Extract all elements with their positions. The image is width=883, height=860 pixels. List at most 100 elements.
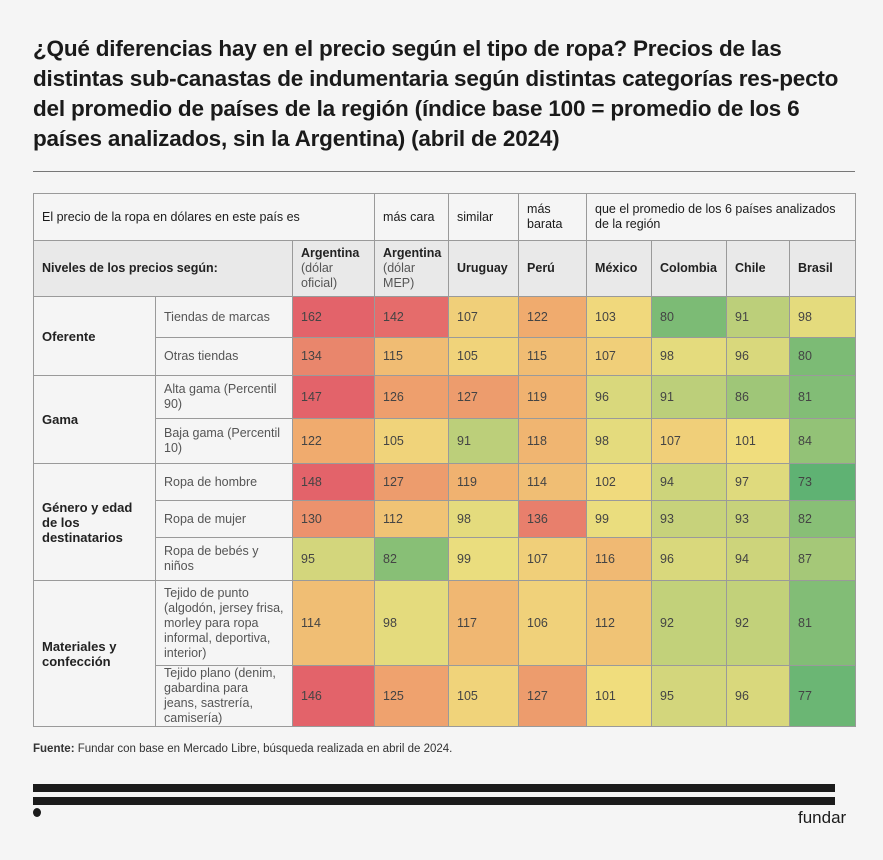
column-header-country: Uruguay (448, 240, 520, 297)
heatmap-cell: 107 (651, 418, 728, 464)
heatmap-cell: 107 (586, 337, 653, 376)
heatmap-cell: 80 (651, 296, 728, 338)
heatmap-cell: 73 (789, 463, 857, 501)
heatmap-cell: 105 (448, 665, 520, 727)
heatmap-cell: 101 (586, 665, 653, 727)
heatmap-cell: 101 (726, 418, 791, 464)
title-divider (33, 171, 855, 172)
heatmap-cell: 116 (586, 537, 653, 581)
category-label: Gama (33, 375, 156, 464)
heatmap-cell: 127 (448, 375, 520, 419)
subcategory-label: Ropa de hombre (155, 463, 293, 501)
heatmap-cell: 107 (518, 537, 588, 581)
heatmap-cell: 96 (726, 337, 791, 376)
heatmap-cell: 98 (586, 418, 653, 464)
heatmap-cell: 117 (448, 580, 520, 666)
heatmap-cell: 94 (651, 463, 728, 501)
legend-mas-cara: más cara (374, 193, 450, 241)
country-name: Argentina (301, 246, 360, 260)
heatmap-cell: 81 (789, 375, 857, 419)
subcategory-label: Ropa de bebés y niños (155, 537, 293, 581)
column-header-country: Perú (518, 240, 588, 297)
heatmap-cell: 102 (586, 463, 653, 501)
heatmap-cell: 99 (448, 537, 520, 581)
column-header-country: Brasil (789, 240, 857, 297)
heatmap-cell: 96 (586, 375, 653, 419)
column-header-country: Argentina (dólar MEP) (374, 240, 450, 297)
heatmap-cell: 146 (291, 665, 376, 727)
heatmap-cell: 96 (651, 537, 728, 581)
heatmap-cell: 142 (374, 296, 450, 338)
heatmap-cell: 95 (651, 665, 728, 727)
category-label: Género y edad de los destinatarios (33, 463, 156, 581)
heatmap-cell: 114 (518, 463, 588, 501)
heatmap-cell: 115 (374, 337, 450, 376)
legend-outro: que el promedio de los 6 países analizad… (586, 193, 857, 241)
heatmap-cell: 91 (726, 296, 791, 338)
heatmap-cell: 82 (374, 537, 450, 581)
title-bold: ¿Qué diferencias hay en el precio según … (33, 36, 627, 61)
subcategory-label: Baja gama (Percentil 10) (155, 418, 293, 464)
table-row: Ropa de mujer 130 112 98 136 99 93 93 82 (34, 500, 857, 538)
table-row: Tejido plano (denim, gabardina para jean… (34, 665, 857, 727)
footer-bar-top (33, 784, 835, 792)
heatmap-cell: 134 (291, 337, 376, 376)
heatmap-cell: 127 (374, 463, 450, 501)
subcategory-label: Tejido plano (denim, gabardina para jean… (155, 665, 293, 727)
heatmap-cell: 148 (291, 463, 376, 501)
title-rest: Precios de las distintas sub-canastas de… (33, 36, 839, 151)
legend-intro: El precio de la ropa en dólares en este … (32, 193, 376, 241)
country-note: (dólar MEP) (383, 261, 415, 290)
source-note: Fuente: Fundar con base en Mercado Libre… (33, 743, 452, 755)
footer-bar-bottom (33, 797, 835, 805)
heatmap-cell: 122 (518, 296, 588, 338)
heatmap-cell: 86 (726, 375, 791, 419)
column-header-country: Chile (726, 240, 791, 297)
subcategory-label: Tejido de punto (algodón, jersey frisa, … (155, 580, 293, 666)
heatmap-cell: 112 (374, 500, 450, 538)
country-name: México (595, 261, 638, 275)
heatmap-cell: 93 (651, 500, 728, 538)
heatmap-cell: 82 (789, 500, 857, 538)
table-row: Baja gama (Percentil 10) 122 105 91 118 98 107… (34, 418, 857, 464)
table-row: Género y edad de los destinatarios Ropa d… (33, 463, 857, 581)
table-row: Ropa de bebés y niños 95 82 99 107 116 96 94 87 (34, 537, 857, 581)
fundar-logo: fundar (798, 808, 847, 827)
heatmap-cell: 87 (789, 537, 857, 581)
subcategory-label: Tiendas de marcas (155, 296, 293, 338)
heatmap-cell: 119 (518, 375, 588, 419)
legend-mas-barata: más barata (518, 193, 588, 241)
heatmap-table: El precio de la ropa en dólares en este … (32, 193, 857, 727)
heatmap-cell: 130 (291, 500, 376, 538)
heatmap-cell: 136 (518, 500, 588, 538)
heatmap-cell: 93 (726, 500, 791, 538)
column-header-row: Niveles de los precios según: Argentina(… (33, 240, 857, 297)
subcategory-label: Ropa de mujer (155, 500, 293, 538)
heatmap-cell: 99 (586, 500, 653, 538)
heatmap-cell: 103 (586, 296, 653, 338)
heatmap-cell: 92 (651, 580, 728, 666)
source-label: Fuente: (33, 743, 75, 755)
heatmap-cell: 107 (448, 296, 520, 338)
column-header-country: Colombia (651, 240, 728, 297)
subcategory-label: Alta gama (Percentil 90) (155, 375, 293, 419)
heatmap-cell: 92 (726, 580, 791, 666)
heatmap-cell: 118 (518, 418, 588, 464)
heatmap-cell: 122 (291, 418, 376, 464)
heatmap-cell: 98 (789, 296, 857, 338)
source-text: Fundar con base en Mercado Libre, búsque… (74, 743, 453, 755)
heatmap-cell: 127 (518, 665, 588, 727)
row-header-label: Niveles de los precios según: (33, 240, 293, 297)
heatmap-cell: 105 (448, 337, 520, 376)
heatmap-cell: 97 (726, 463, 791, 501)
table-row: Otras tiendas 134 115 105 115 107 98 96 80 (34, 337, 857, 376)
heatmap-cell: 105 (374, 418, 450, 464)
table-row: Oferente Tiendas de marcas 162 142 107 122 103… (33, 296, 857, 376)
heatmap-cell: 81 (789, 580, 857, 666)
legend-row: El precio de la ropa en dólares en este … (32, 193, 857, 241)
subcategory-label: Otras tiendas (155, 337, 293, 376)
heatmap-cell: 112 (586, 580, 653, 666)
country-name: Perú (527, 261, 555, 275)
heatmap-cell: 115 (518, 337, 588, 376)
column-header-country: Argentina (dólar oficial) (291, 240, 376, 297)
